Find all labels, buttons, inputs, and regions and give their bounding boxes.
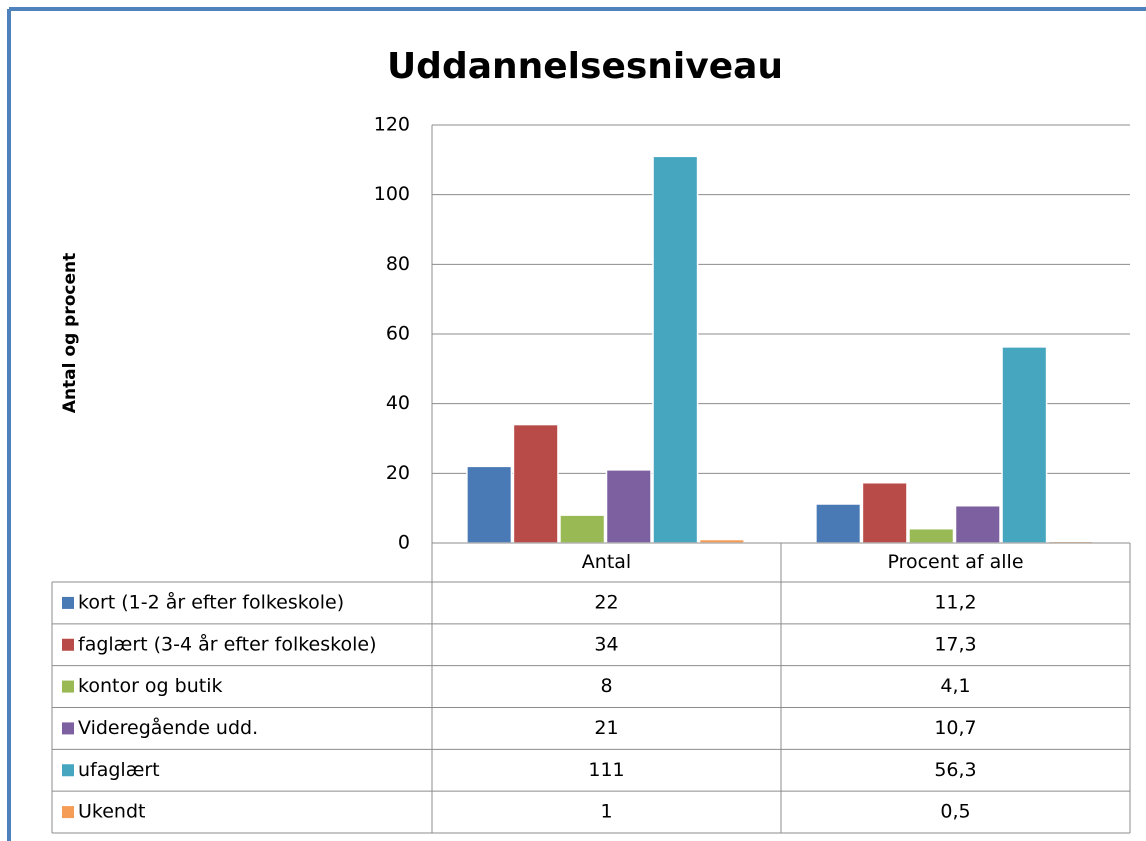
y-tick-label: 20 bbox=[386, 462, 410, 484]
bar bbox=[652, 155, 699, 544]
table-value: 17,3 bbox=[934, 633, 976, 655]
table-value: 56,3 bbox=[934, 759, 976, 781]
legend-swatch bbox=[62, 596, 74, 609]
bar bbox=[815, 503, 862, 544]
legend-label: faglært (3-4 år efter folkeskole) bbox=[78, 632, 376, 655]
table-value: 21 bbox=[594, 717, 618, 739]
legend-label: ufaglært bbox=[78, 759, 160, 781]
y-axis-label: Antal og procent bbox=[60, 253, 80, 413]
table-value: 8 bbox=[600, 675, 612, 697]
table-value: 10,7 bbox=[934, 717, 976, 739]
bar bbox=[466, 465, 513, 544]
legend-label: Videregående udd. bbox=[78, 716, 258, 739]
bar bbox=[861, 481, 908, 544]
bar bbox=[559, 514, 606, 544]
table-value: 0,5 bbox=[940, 801, 970, 823]
bar bbox=[908, 527, 955, 544]
y-tick-label: 40 bbox=[386, 392, 410, 414]
x-tick-label: Antal bbox=[582, 551, 631, 573]
legend-label: kort (1-2 år efter folkeskole) bbox=[78, 590, 344, 613]
legend-swatch bbox=[62, 806, 74, 819]
legend-label: Ukendt bbox=[78, 801, 145, 823]
bar bbox=[698, 538, 745, 544]
y-tick-label: 60 bbox=[386, 323, 410, 345]
y-tick-label: 80 bbox=[386, 253, 410, 275]
x-tick-label: Procent af alle bbox=[887, 551, 1023, 573]
bar bbox=[605, 469, 652, 544]
y-tick-label: 0 bbox=[398, 532, 410, 554]
legend-swatch bbox=[62, 680, 74, 693]
table-value: 11,2 bbox=[934, 591, 976, 613]
table-value: 34 bbox=[594, 633, 618, 655]
bar bbox=[512, 423, 559, 544]
legend-swatch bbox=[62, 638, 74, 651]
table-value: 1 bbox=[600, 801, 612, 823]
y-tick-label: 100 bbox=[374, 183, 410, 205]
legend-label: kontor og butik bbox=[78, 675, 222, 697]
legend-swatch bbox=[62, 722, 74, 735]
legend-swatch bbox=[62, 764, 74, 777]
table-value: 4,1 bbox=[940, 675, 970, 697]
bar bbox=[1001, 346, 1048, 544]
chart-title: Uddannelsesniveau bbox=[387, 46, 783, 87]
table-value: 111 bbox=[588, 759, 624, 781]
table-value: 22 bbox=[594, 591, 618, 613]
bar bbox=[954, 504, 1001, 544]
y-tick-label: 120 bbox=[374, 114, 410, 136]
